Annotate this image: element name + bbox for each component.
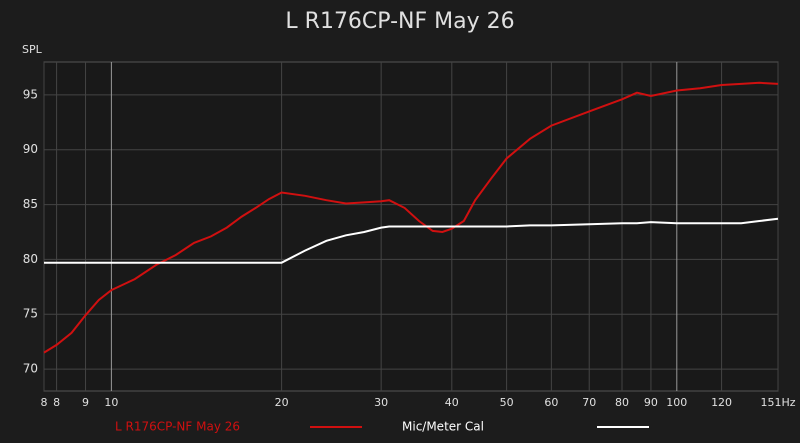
x-tick-label: 90 <box>644 396 658 409</box>
x-tick-label: 10 <box>104 396 118 409</box>
x-tick-label: 40 <box>445 396 459 409</box>
x-tick-label: 120 <box>711 396 732 409</box>
line-series <box>43 81 779 354</box>
x-tick-label: 30 <box>374 396 388 409</box>
legend-label: Mic/Meter Cal <box>402 420 484 434</box>
x-tick-label: 8 <box>53 396 60 409</box>
y-axis-label: SPL <box>22 43 43 56</box>
y-tick-label: 90 <box>23 142 38 156</box>
chart-title: L R176CP-NF May 26 <box>285 9 514 34</box>
x-tick-label: 20 <box>275 396 289 409</box>
y-tick-label: 70 <box>23 362 38 376</box>
y-tick-label: 95 <box>23 87 38 101</box>
x-tick-label: 60 <box>544 396 558 409</box>
x-tick-label: 70 <box>582 396 596 409</box>
x-tick-label: 50 <box>500 396 514 409</box>
x-tick-label: 100 <box>666 396 687 409</box>
y-tick-label: 80 <box>23 252 38 266</box>
line-series <box>44 217 779 264</box>
y-tick-label: 85 <box>23 197 38 211</box>
legend-label: L R176CP-NF May 26 <box>115 420 240 434</box>
x-tick-label: 80 <box>615 396 629 409</box>
x-tick-label: 151Hz <box>760 396 795 409</box>
x-tick-label: 9 <box>82 396 89 409</box>
x-tick-label: 8 <box>41 396 48 409</box>
y-tick-label: 75 <box>23 307 38 321</box>
